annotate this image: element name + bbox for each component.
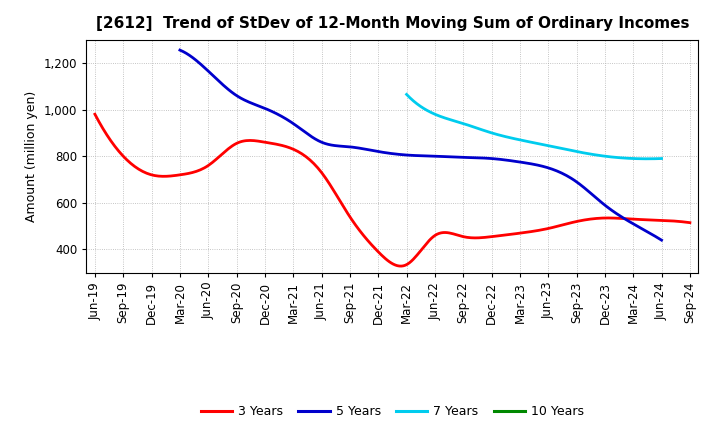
Legend: 3 Years, 5 Years, 7 Years, 10 Years: 3 Years, 5 Years, 7 Years, 10 Years bbox=[196, 400, 589, 423]
Title: [2612]  Trend of StDev of 12-Month Moving Sum of Ordinary Incomes: [2612] Trend of StDev of 12-Month Moving… bbox=[96, 16, 689, 32]
Y-axis label: Amount (million yen): Amount (million yen) bbox=[25, 91, 38, 222]
